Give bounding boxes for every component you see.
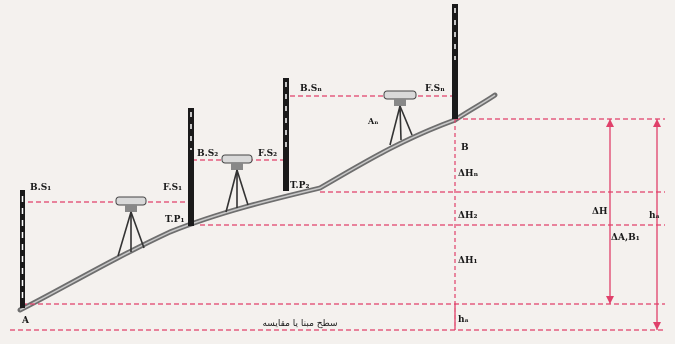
- label-bsn: B.Sₙ: [300, 84, 322, 94]
- label-tp1: T.P₁: [165, 215, 184, 225]
- ha-dimension: [653, 119, 661, 330]
- label-fsn: F.Sₙ: [425, 84, 445, 94]
- label-tp2: T.P₂: [290, 181, 309, 191]
- label-dh: ΔH: [592, 207, 608, 217]
- label-dh2: ΔH₂: [458, 211, 477, 221]
- label-fs1: F.S₁: [163, 183, 182, 193]
- rod-tp1: [188, 108, 194, 226]
- label-dh1: ΔH₁: [458, 256, 477, 266]
- label-ha-bottom: hₐ: [458, 315, 469, 325]
- rod-a: [20, 190, 25, 308]
- label-hab: ΔA,B₁: [611, 233, 640, 243]
- label-datum: سطح مبنا یا مقایسه: [262, 319, 337, 329]
- level-instrument-1: [115, 196, 147, 257]
- ground-profile: [17, 92, 498, 313]
- label-a: A: [21, 316, 30, 326]
- dh-dimension: [606, 119, 614, 304]
- level-instrument-2: [221, 154, 253, 213]
- rod-tp2: [283, 78, 289, 191]
- label-an: Aₙ: [367, 116, 378, 126]
- label-fs2: F.S₂: [258, 149, 277, 159]
- label-b: B: [461, 143, 469, 153]
- label-bs1: B.S₁: [30, 183, 51, 193]
- level-instrument-n: [383, 90, 417, 146]
- label-ha: hₐ: [649, 211, 660, 221]
- rod-b: [452, 4, 458, 119]
- label-dhn: ΔHₙ: [458, 169, 478, 179]
- label-bs2: B.S₂: [197, 149, 218, 159]
